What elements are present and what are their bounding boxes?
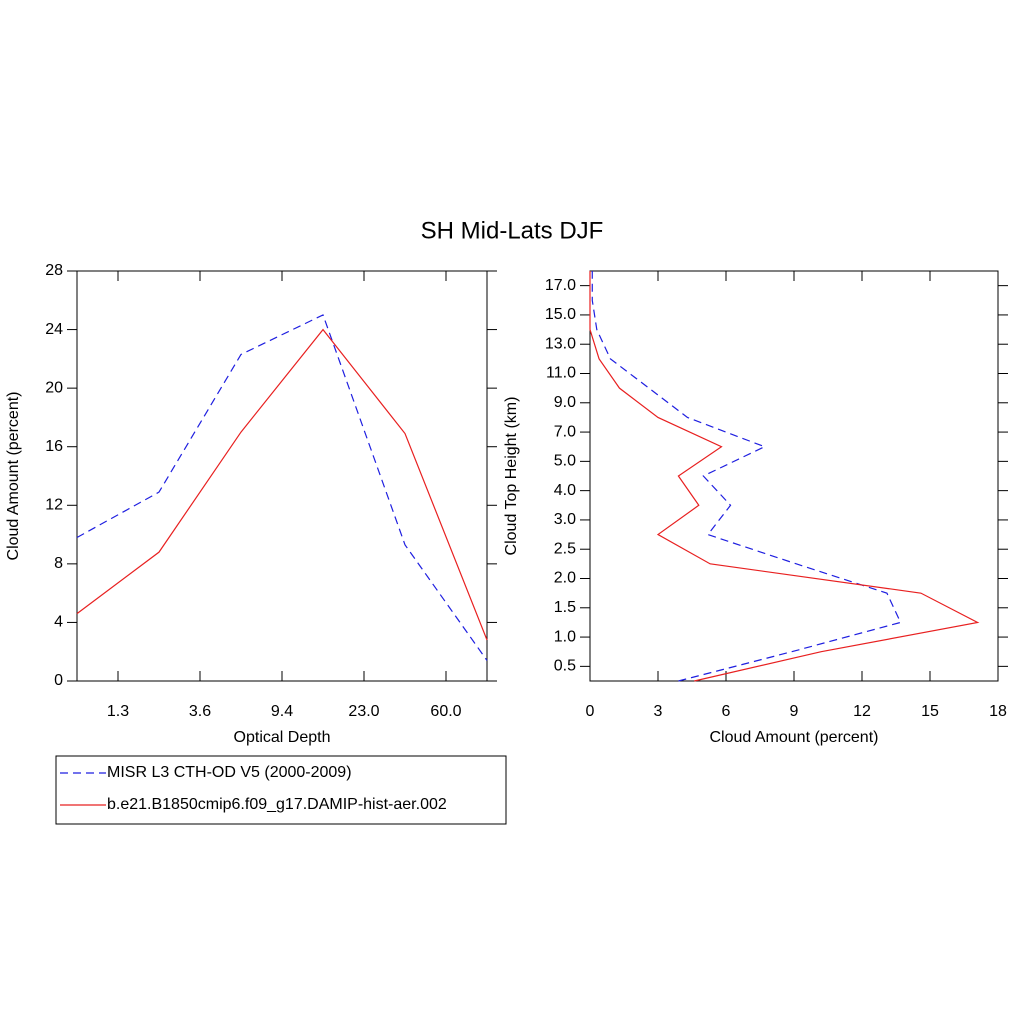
y-tick-label: 24 — [45, 321, 63, 338]
legend-label: b.e21.B1850cmip6.f09_g17.DAMIP-hist-aer.… — [107, 796, 447, 813]
legend-label: MISR L3 CTH-OD V5 (2000-2009) — [107, 764, 352, 781]
x-tick-label: 12 — [853, 703, 871, 720]
x-tick-label: 3 — [654, 703, 663, 720]
chart-title: SH Mid-Lats DJF — [421, 217, 604, 244]
legend-box — [55, 755, 507, 825]
x-tick-label: 23.0 — [348, 703, 379, 720]
y-tick-label: 9.0 — [554, 394, 576, 411]
y-tick-label: 4 — [54, 614, 63, 631]
series-line — [589, 271, 980, 682]
x-tick-label: 60.0 — [430, 703, 461, 720]
y-tick-label: 11.0 — [546, 365, 576, 382]
y-tick-label: 0 — [54, 672, 63, 689]
y-axis-label: Cloud Top Height (km) — [503, 397, 520, 556]
plot-frame — [589, 270, 999, 682]
x-axis-label: Cloud Amount (percent) — [710, 729, 879, 746]
x-tick-label: 3.6 — [189, 703, 211, 720]
y-tick-label: 7.0 — [554, 423, 576, 440]
y-tick-label: 1.5 — [554, 599, 576, 616]
y-tick-label: 28 — [45, 262, 63, 279]
y-axis-label: Cloud Amount (percent) — [5, 392, 22, 561]
x-tick-label: 1.3 — [107, 703, 129, 720]
y-tick-label: 13.0 — [545, 335, 576, 352]
x-tick-label: 15 — [921, 703, 939, 720]
y-tick-label: 17.0 — [545, 277, 576, 294]
x-axis-label: Optical Depth — [234, 729, 331, 746]
x-tick-label: 0 — [586, 703, 595, 720]
y-tick-label: 0.5 — [554, 658, 576, 675]
y-tick-label: 8 — [54, 555, 63, 572]
y-tick-label: 2.0 — [554, 570, 576, 587]
y-tick-label: 12 — [45, 497, 63, 514]
y-tick-label: 1.0 — [554, 628, 576, 645]
plot-frame — [76, 270, 488, 682]
y-tick-label: 20 — [45, 379, 63, 396]
x-tick-label: 6 — [722, 703, 731, 720]
y-tick-label: 4.0 — [554, 482, 576, 499]
series-line — [76, 328, 488, 641]
series-line — [591, 271, 902, 682]
x-tick-label: 9.4 — [271, 703, 293, 720]
y-tick-label: 15.0 — [545, 306, 576, 323]
x-tick-label: 9 — [790, 703, 799, 720]
y-tick-label: 5.0 — [554, 453, 576, 470]
y-tick-label: 3.0 — [554, 511, 576, 528]
y-tick-label: 2.5 — [554, 540, 576, 557]
x-tick-label: 18 — [989, 703, 1007, 720]
y-tick-label: 16 — [45, 438, 63, 455]
series-line — [76, 314, 488, 661]
